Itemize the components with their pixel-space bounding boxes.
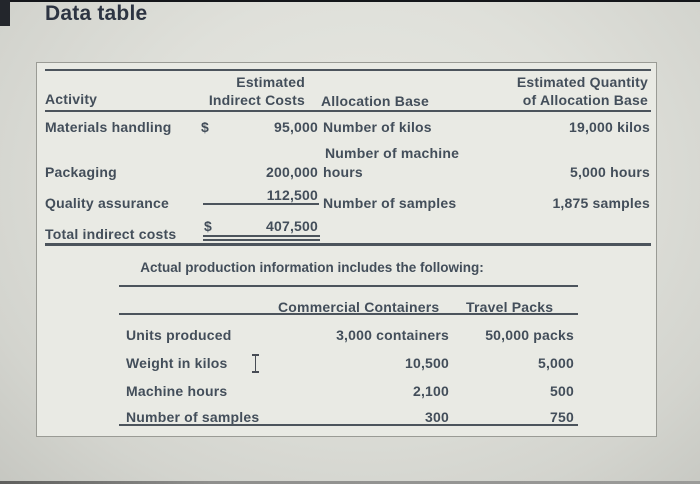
row-packaging-base-line1: Number of machine — [325, 145, 460, 161]
prod-row-travel-value: 750 — [550, 409, 574, 425]
screen-top-edge — [0, 0, 700, 2]
prod-row-label: Weight in kilos — [126, 355, 228, 371]
text-cursor-icon — [251, 354, 260, 373]
row-materials-amount: 95,000 — [273, 119, 318, 135]
row-quality-quantity: 1,875 samples — [552, 195, 650, 211]
row-packaging-quantity: 5,000 hours — [569, 164, 650, 180]
row-total-amount: 407,500 — [265, 218, 318, 234]
header-est-quantity-line1: Estimated Quantity — [516, 74, 648, 90]
prod-row-travel-value: 5,000 — [537, 355, 574, 371]
row-materials-activity: Materials handling — [45, 119, 172, 135]
prod-row-commercial-value: 3,000 containers — [336, 327, 449, 343]
production-table-top-rule — [119, 285, 578, 287]
total-double-underline — [203, 235, 320, 241]
cost-table-header-rule — [45, 110, 651, 112]
cost-table-top-rule — [45, 69, 651, 71]
row-total-activity: Total indirect costs — [45, 226, 177, 242]
screen-corner-mark — [0, 0, 10, 26]
prod-row-commercial-value: 300 — [425, 409, 449, 425]
row-quality-amount: 112,500 — [266, 187, 318, 203]
row-packaging-amount: 200,000 — [265, 164, 318, 180]
cost-table-bottom-rule — [45, 243, 651, 246]
prod-row-travel-value: 50,000 packs — [485, 327, 574, 343]
text-cursor-cap-top — [252, 354, 259, 356]
cost-table-header-activity: Activity — [45, 91, 98, 107]
row-total-currency: $ — [204, 218, 212, 234]
row-packaging-base-line2: hours — [323, 164, 363, 180]
data-table-panel: Activity Estimated Indirect Costs Alloca… — [36, 62, 657, 437]
row-quality-activity: Quality assurance — [45, 195, 170, 211]
header-indirect-costs-line2: Indirect Costs — [208, 92, 305, 108]
row-materials-base: Number of kilos — [323, 119, 432, 135]
prod-row-commercial-value: 10,500 — [404, 355, 449, 371]
row-packaging-activity: Packaging — [45, 164, 117, 180]
header-est-quantity-line2: of Allocation Base — [522, 92, 648, 108]
production-header-commercial: Commercial Containers — [278, 299, 440, 315]
screen-bottom-edge — [0, 481, 700, 484]
prod-row-travel-value: 500 — [550, 383, 574, 399]
subtotal-underline — [203, 203, 319, 205]
text-cursor-stem — [254, 355, 257, 372]
production-table-header-rule — [119, 313, 578, 315]
cost-table-header-indirect-costs: Estimated Indirect Costs — [209, 73, 305, 109]
header-indirect-costs-line1: Estimated — [236, 74, 305, 90]
page-title: Data table — [45, 2, 148, 25]
prod-row-label: Units produced — [126, 327, 232, 343]
prod-row-commercial-value: 2,100 — [412, 383, 449, 399]
cost-table-header-allocation-base: Allocation Base — [321, 93, 430, 109]
row-materials-quantity: 19,000 kilos — [568, 119, 650, 135]
production-caption: Actual production information includes t… — [140, 260, 484, 275]
prod-row-label: Machine hours — [126, 383, 228, 399]
cost-table-header-est-quantity: Estimated Quantity of Allocation Base — [517, 73, 648, 109]
prod-row-label: Number of samples — [126, 409, 260, 425]
row-materials-currency: $ — [201, 119, 209, 135]
production-table-bottom-rule — [119, 424, 578, 426]
production-header-travel: Travel Packs — [466, 299, 554, 315]
text-cursor-cap-bottom — [252, 371, 259, 373]
row-quality-base: Number of samples — [323, 195, 457, 211]
